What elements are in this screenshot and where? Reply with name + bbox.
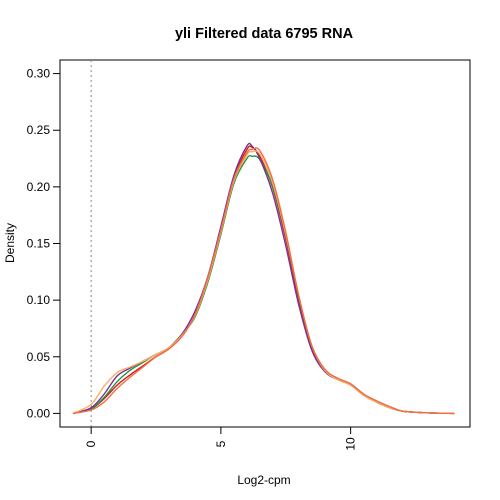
y-tick-label: 0.10 — [27, 293, 51, 307]
chart-title: yli Filtered data 6795 RNA — [175, 26, 354, 42]
series-layer — [72, 142, 455, 415]
x-axis-label: Log2-cpm — [237, 473, 290, 487]
x-axis: 0 5 10 — [84, 426, 358, 451]
density-line-4 — [72, 150, 455, 415]
x-tick-label: 5 — [214, 440, 228, 447]
density-line-1 — [72, 145, 455, 415]
density-line-5 — [72, 147, 455, 415]
y-tick-label: 0.05 — [27, 350, 51, 364]
y-tick-label: 0.00 — [27, 406, 51, 420]
y-tick-label: 0.15 — [27, 237, 51, 251]
x-tick-label: 0 — [84, 440, 98, 447]
y-axis-label: Density — [3, 223, 17, 263]
y-tick-label: 0.20 — [27, 180, 51, 194]
density-line-3 — [72, 142, 455, 415]
x-tick-label: 10 — [344, 437, 358, 451]
y-axis: 0.00 0.05 0.10 0.15 0.20 0.25 0.30 — [27, 67, 61, 420]
y-tick-label: 0.30 — [27, 67, 51, 81]
y-tick-label: 0.25 — [27, 123, 51, 137]
